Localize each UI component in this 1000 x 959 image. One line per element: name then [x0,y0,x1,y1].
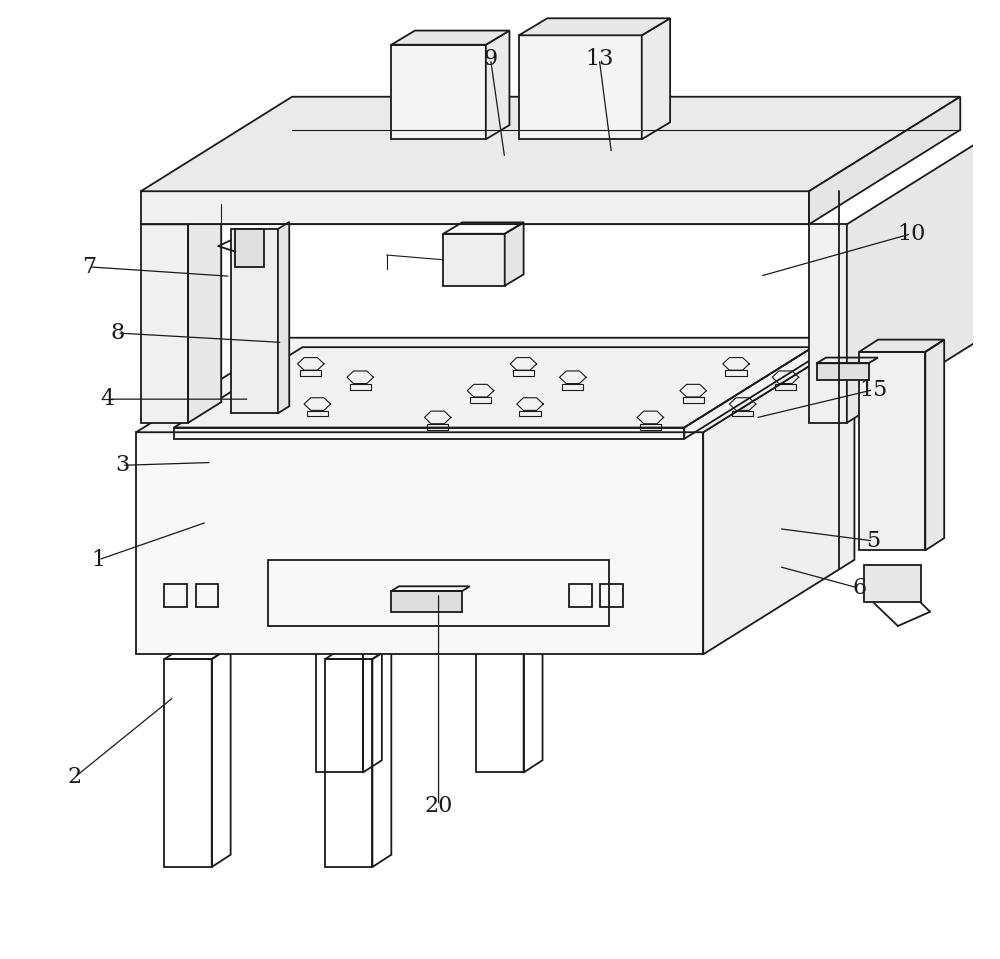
Text: 8: 8 [110,322,124,344]
Polygon shape [817,363,869,381]
Polygon shape [174,347,813,428]
Text: 1: 1 [91,549,105,571]
Polygon shape [235,229,264,267]
Polygon shape [519,35,642,139]
Text: 7: 7 [82,256,96,278]
Bar [476,565,524,773]
Bar [569,584,592,607]
Polygon shape [136,433,703,654]
Polygon shape [864,565,921,602]
Polygon shape [642,18,670,139]
Bar [391,591,462,612]
Text: 9: 9 [483,48,498,70]
Polygon shape [136,338,854,433]
Text: 20: 20 [424,795,453,816]
Bar [196,584,218,607]
Polygon shape [443,234,505,286]
Bar [325,659,372,867]
Polygon shape [859,352,925,550]
Polygon shape [141,203,221,224]
Bar [600,584,623,607]
Bar [268,560,609,626]
Text: 2: 2 [68,766,82,788]
Polygon shape [141,224,188,423]
Polygon shape [809,97,960,224]
Polygon shape [141,191,809,224]
Polygon shape [391,31,509,45]
Polygon shape [703,338,854,654]
Polygon shape [847,129,998,423]
Polygon shape [141,97,960,191]
Bar [164,659,212,867]
Text: 10: 10 [897,222,925,245]
Polygon shape [519,18,670,35]
Text: 5: 5 [866,530,880,552]
Polygon shape [925,339,944,550]
Polygon shape [231,229,278,413]
Text: 15: 15 [859,379,887,401]
Text: 13: 13 [585,48,613,70]
Bar [316,565,363,773]
Polygon shape [809,224,847,423]
Polygon shape [278,222,289,413]
Text: 3: 3 [115,455,129,477]
Polygon shape [505,222,524,286]
Polygon shape [486,31,509,139]
Polygon shape [391,45,486,139]
Text: 6: 6 [852,577,866,599]
Text: 4: 4 [101,388,115,410]
Polygon shape [188,203,221,423]
Bar [164,584,187,607]
